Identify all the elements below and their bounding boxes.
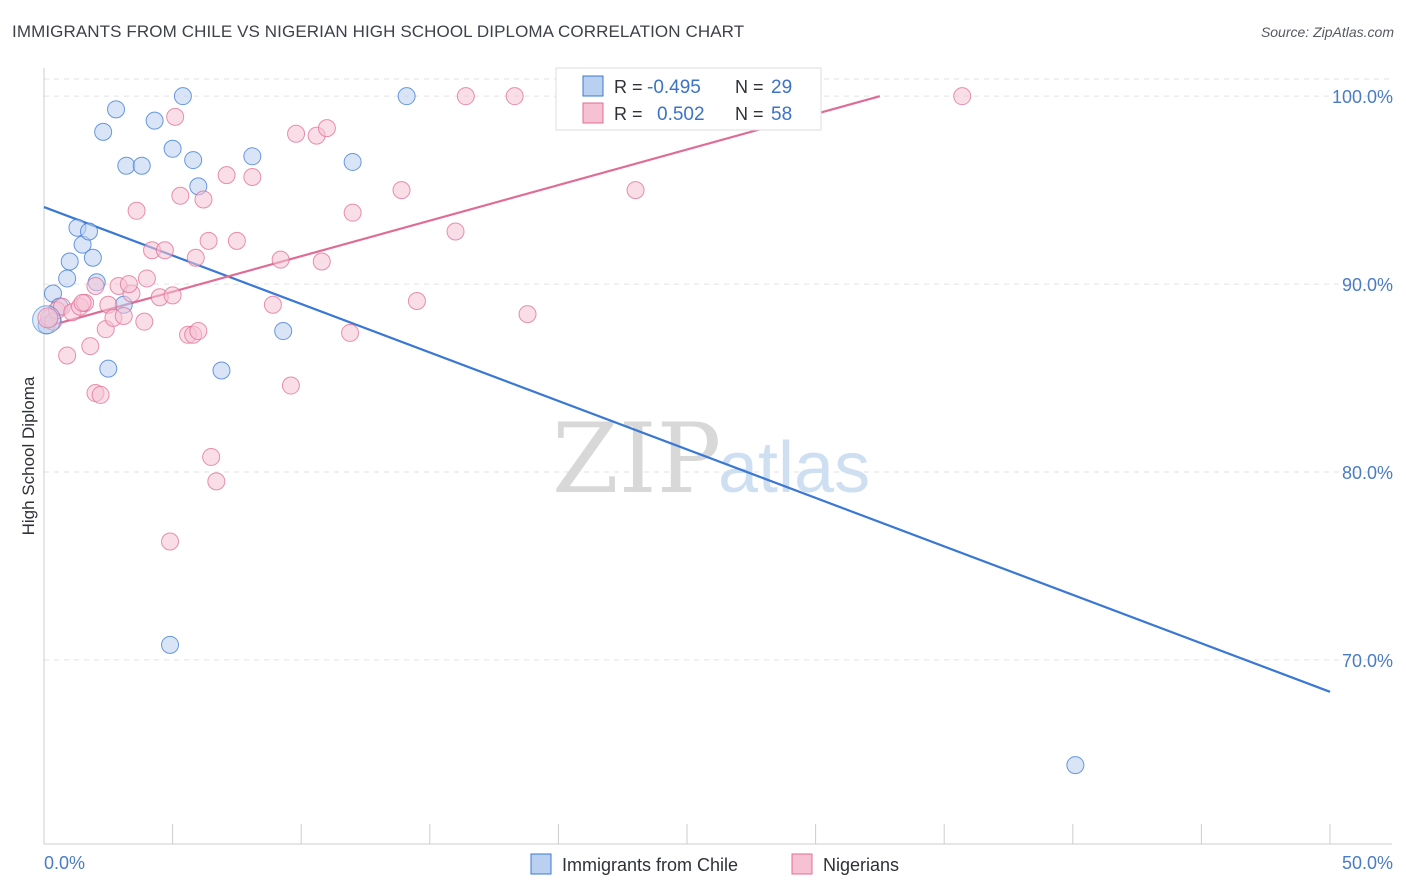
point-nigerians [243,167,262,186]
labels-layer: 70.0% 80.0% 90.0% 100.0% 0.0% 50.0% High Schoo… [19,87,1393,873]
point-nigerians [163,286,182,305]
point-nigerians [287,124,306,143]
trendline-chile [43,206,1331,693]
point-nigerians [171,186,190,205]
point-nigerians [114,307,133,326]
stats-r-label-pink: R = [614,104,643,124]
legend-label-nigerians: Nigerians [823,855,899,875]
legend-swatch-chile [530,853,552,875]
legend-label-chile: Immigrants from Chile [562,855,738,875]
point-nigerians [456,87,475,106]
bottom-legend: Immigrants from Chile Nigerians [530,853,899,875]
watermark-zip: ZIP [552,403,721,515]
point-chile [132,156,151,175]
point-chile [161,635,180,654]
stats-swatch-pink [582,102,604,124]
point-chile [117,156,136,175]
point-chile [94,122,113,141]
point-nigerians [392,181,411,200]
point-nigerians [189,322,208,341]
point-nigerians [271,250,290,269]
points-layer [32,87,1085,775]
point-nigerians [227,231,246,250]
point-nigerians [626,181,645,200]
point-chile [145,111,164,130]
point-nigerians [343,203,362,222]
point-chile [58,269,77,288]
point-nigerians [194,190,213,209]
x-tick-label: 0.0% [44,853,85,873]
point-nigerians [155,241,174,260]
point-nigerians [312,252,331,271]
y-tick-label: 90.0% [1342,275,1393,295]
point-chile [397,87,416,106]
point-nigerians [446,222,465,241]
point-nigerians [407,291,426,310]
point-nigerians [518,305,537,324]
point-nigerians [505,87,524,106]
grid-layer [44,78,1392,661]
stats-n-value-blue: 29 [771,77,792,98]
point-nigerians [199,231,218,250]
point-nigerians [263,295,282,314]
stats-legend: R = -0.495 N = 29 R = 0.502 N = 58 [555,67,822,131]
point-chile [343,152,362,171]
watermark: ZIP atlas [552,403,870,515]
point-nigerians [341,323,360,342]
y-axis-title: High School Diploma [19,376,38,535]
point-nigerians [73,293,92,312]
point-chile [212,361,231,380]
trendline-nigerians [43,95,881,329]
point-nigerians [91,385,110,404]
point-chile [107,100,126,119]
point-chile [1066,756,1085,775]
point-nigerians [58,346,77,365]
point-nigerians [119,275,138,294]
point-chile [243,147,262,166]
stats-n-label-blue: N = [735,77,764,97]
point-nigerians [127,201,146,220]
point-chile [184,151,203,170]
source-credit: Source: ZipAtlas.com [1260,24,1394,40]
y-tick-label: 80.0% [1342,463,1393,483]
point-chile [60,252,79,271]
point-nigerians [202,447,221,466]
point-nigerians [953,87,972,106]
stats-n-label-pink: N = [735,104,764,124]
chart-title: IMMIGRANTS FROM CHILE VS NIGERIAN HIGH S… [12,22,745,41]
legend-swatch-nigerians [791,853,813,875]
y-tick-label: 100.0% [1332,87,1393,107]
stats-r-value-pink: 0.502 [657,104,705,125]
point-nigerians-cluster [37,307,59,329]
point-nigerians [186,248,205,267]
point-nigerians [281,376,300,395]
point-nigerians [137,269,156,288]
trend-layer [43,95,1331,693]
stats-r-label-blue: R = [614,77,643,97]
point-nigerians [161,532,180,551]
axes-layer [43,68,1392,845]
stats-n-value-pink: 58 [771,104,792,125]
point-chile [163,139,182,158]
point-nigerians [166,107,185,126]
point-nigerians [217,166,236,185]
point-nigerians [86,276,105,295]
point-chile [99,359,118,378]
point-nigerians [317,119,336,138]
point-nigerians [207,472,226,491]
x-tick-label: 50.0% [1342,853,1393,873]
point-chile [83,248,102,267]
point-chile [80,222,99,241]
y-tick-label: 70.0% [1342,651,1393,671]
watermark-atlas: atlas [718,428,870,508]
point-chile [274,322,293,341]
stats-swatch-blue [582,75,604,97]
point-chile [173,87,192,106]
stats-r-value-blue: -0.495 [647,77,701,98]
point-nigerians [81,337,100,356]
point-nigerians [135,312,154,331]
